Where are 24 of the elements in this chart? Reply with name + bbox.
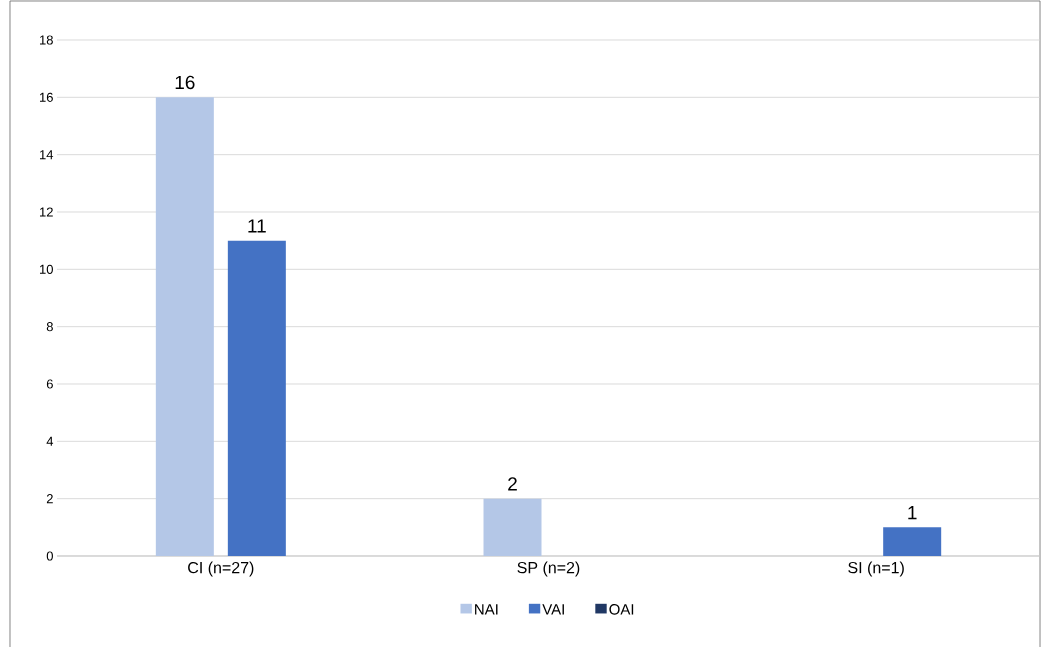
y-tick-label: 12 [40,207,53,217]
y-tick-label: 18 [40,35,53,45]
bar [155,97,214,556]
x-tick-label: CI (n=27) [188,561,254,577]
y-tick-label: 4 [46,436,54,446]
legend-label: NAI [475,604,498,615]
bar [883,527,942,556]
bar [227,240,286,556]
y-tick-label: 14 [40,150,54,160]
x-tick-label: SP (n=2) [517,561,580,577]
legend-label: OAI [609,604,634,615]
y-tick-label: 8 [46,322,53,332]
y-tick-label: 6 [46,379,53,389]
data-label: 2 [508,477,517,491]
data-label: 1 [908,506,917,520]
y-tick-label: 10 [40,264,53,274]
y-tick-label: 0 [46,551,53,561]
y-tick-label: 16 [40,92,53,102]
data-label: 11 [248,219,266,233]
bar [483,498,542,556]
y-tick-label: 2 [46,494,53,504]
legend-label: VAI [542,604,564,615]
x-tick-label: SI (n=1) [848,561,904,577]
data-label: 16 [175,75,195,90]
